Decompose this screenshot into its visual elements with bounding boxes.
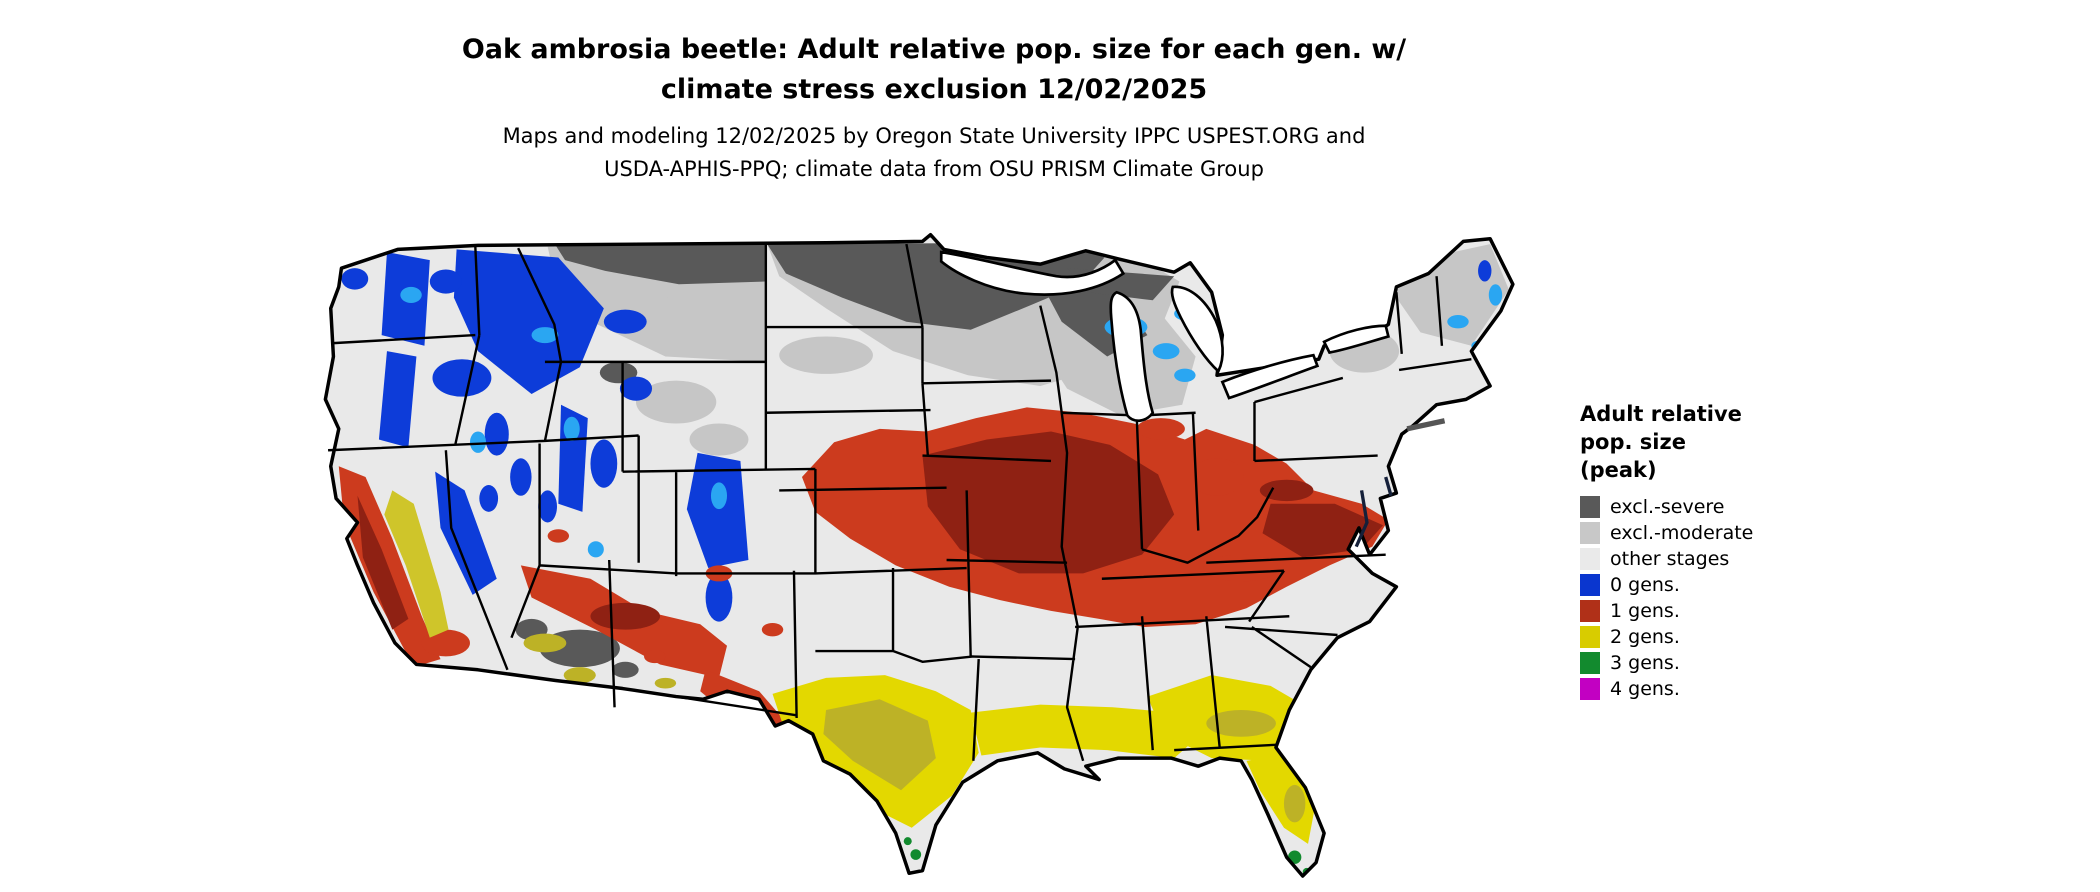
figure-title-line2: climate stress exclusion 12/02/2025	[660, 74, 1208, 105]
legend-label-other-stages: other stages	[1610, 547, 1730, 570]
legend-item-3-gens: 3 gens.	[1580, 650, 1840, 675]
lake-superior	[939, 250, 1126, 296]
lake-huron	[1170, 285, 1224, 374]
figure-title: Oak ambrosia beetle: Adult relative pop.…	[0, 30, 1868, 110]
legend-swatch-excl-severe	[1580, 495, 1600, 518]
lake-erie	[1220, 353, 1320, 400]
us-map-svg	[323, 232, 1515, 878]
legend-swatch-1-gens	[1580, 599, 1600, 622]
legend-swatch-excl-moderate	[1580, 521, 1600, 544]
legend-swatch-2-gens	[1580, 625, 1600, 648]
legend-item-4-gens: 4 gens.	[1580, 676, 1840, 701]
long-island	[1406, 418, 1446, 432]
legend-label-1-gens: 1 gens.	[1610, 599, 1680, 622]
figure-title-line1: Oak ambrosia beetle: Adult relative pop.…	[461, 34, 1407, 65]
legend-swatch-0-gens	[1580, 573, 1600, 596]
figure-subtitle: Maps and modeling 12/02/2025 by Oregon S…	[0, 120, 1868, 186]
legend-label-excl-moderate: excl.-moderate	[1610, 521, 1754, 544]
lake-ontario	[1322, 324, 1390, 354]
legend-item-1-gens: 1 gens.	[1580, 598, 1840, 623]
great-lakes	[939, 250, 1390, 422]
chesapeake-bay	[1354, 476, 1393, 548]
legend-title: Adult relative pop. size (peak)	[1580, 400, 1840, 484]
figure-subtitle-line2: USDA-APHIS-PPQ; climate data from OSU PR…	[604, 157, 1264, 181]
legend-swatch-4-gens	[1580, 677, 1600, 700]
legend-item-2-gens: 2 gens.	[1580, 624, 1840, 649]
figure-subtitle-line1: Maps and modeling 12/02/2025 by Oregon S…	[502, 124, 1366, 148]
legend-label-0-gens: 0 gens.	[1610, 573, 1680, 596]
map-legend: Adult relative pop. size (peak) excl.-seve…	[1580, 400, 1840, 702]
legend-label-2-gens: 2 gens.	[1610, 625, 1680, 648]
legend-title-line1: Adult relative	[1580, 402, 1742, 426]
legend-title-line2: pop. size	[1580, 430, 1686, 454]
lake-michigan	[1109, 290, 1155, 422]
legend-title-line3: (peak)	[1580, 458, 1657, 482]
legend-item-0-gens: 0 gens.	[1580, 572, 1840, 597]
legend-item-excl-moderate: excl.-moderate	[1580, 520, 1840, 545]
us-map	[317, 228, 1540, 884]
legend-label-excl-severe: excl.-severe	[1610, 495, 1725, 518]
legend-swatch-3-gens	[1580, 651, 1600, 674]
legend-label-4-gens: 4 gens.	[1610, 677, 1680, 700]
legend-label-3-gens: 3 gens.	[1610, 651, 1680, 674]
state-borders	[328, 243, 1472, 762]
map-layer-3-gens	[903, 829, 1311, 876]
map-layer-0-gens	[341, 249, 1492, 622]
legend-item-excl-severe: excl.-severe	[1580, 494, 1840, 519]
legend-swatch-other-stages	[1580, 547, 1600, 570]
legend-item-other-stages: other stages	[1580, 546, 1840, 571]
map-layer-2-gens	[384, 490, 1317, 844]
